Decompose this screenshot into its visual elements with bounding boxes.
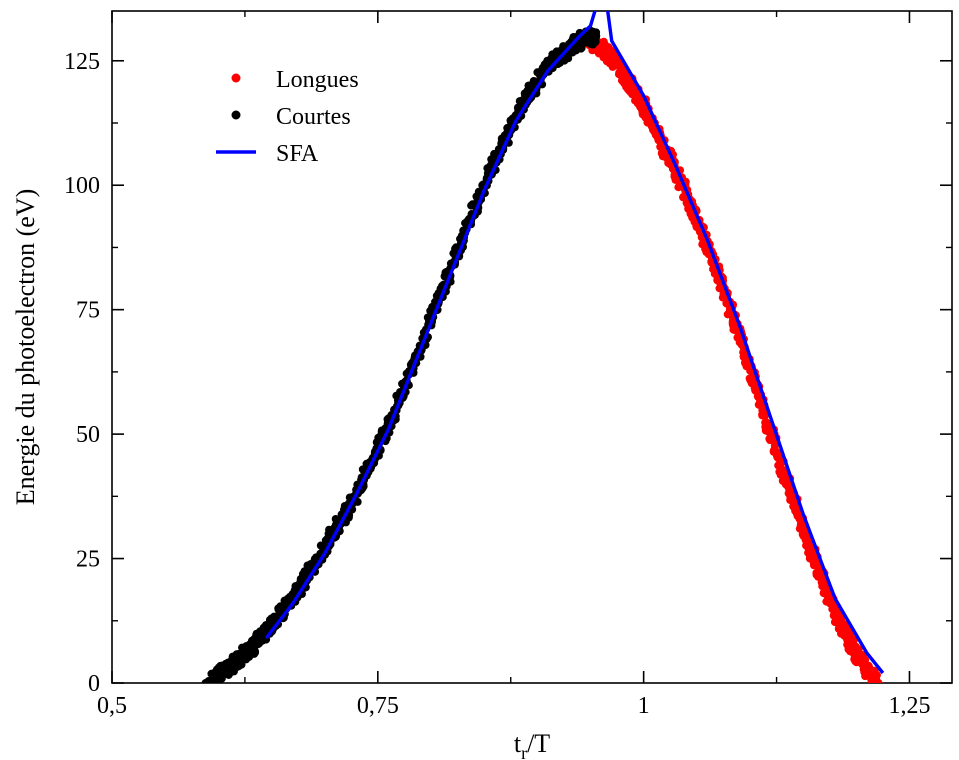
axis-ticks: 0,5 0,75 1 1,25 0 25 50 75 100 125 <box>64 11 952 719</box>
x-axis-title-rest: /T <box>527 729 550 758</box>
x-axis-title-subscript: r <box>521 743 527 760</box>
data-marks <box>201 11 885 683</box>
legend-marker <box>231 110 241 120</box>
dot-band <box>805 541 814 550</box>
x-tick-label: 1 <box>638 693 650 719</box>
x-tick-label: 0,5 <box>97 693 127 719</box>
series-longues <box>585 31 883 683</box>
legend-item-sfa: SFA <box>216 141 319 167</box>
legend-marker <box>231 73 241 83</box>
x-axis-title-main: t <box>514 729 522 758</box>
legend-label: Longues <box>276 67 359 93</box>
y-tick-label: 100 <box>64 173 100 199</box>
legend-item-longues: Longues <box>231 67 359 93</box>
dot-band <box>849 639 858 648</box>
y-tick-label: 25 <box>76 547 100 573</box>
y-axis-title: Energie du photoelectron (eV) <box>11 189 40 505</box>
y-tick-label: 125 <box>64 49 100 75</box>
y-tick-label: 75 <box>76 298 100 324</box>
y-tick-label: 0 <box>88 671 100 697</box>
legend: Longues Courtes SFA <box>216 67 359 167</box>
series-sfa-line <box>264 11 885 675</box>
x-tick-label: 0,75 <box>357 693 399 719</box>
plot-frame <box>111 10 953 684</box>
dot-band <box>592 28 601 37</box>
series-courtes <box>201 26 601 683</box>
dot-band <box>591 37 600 46</box>
dot-band <box>251 647 260 656</box>
dot-band <box>871 679 880 683</box>
y-tick-label: 50 <box>76 422 100 448</box>
legend-label: Courtes <box>276 104 351 130</box>
dot-band <box>764 421 773 430</box>
dot-band <box>353 497 362 506</box>
x-axis-title: tr/T <box>514 729 550 760</box>
x-tick-label: 1,25 <box>888 693 930 719</box>
legend-item-courtes: Courtes <box>231 104 351 130</box>
legend-label: SFA <box>276 141 319 167</box>
